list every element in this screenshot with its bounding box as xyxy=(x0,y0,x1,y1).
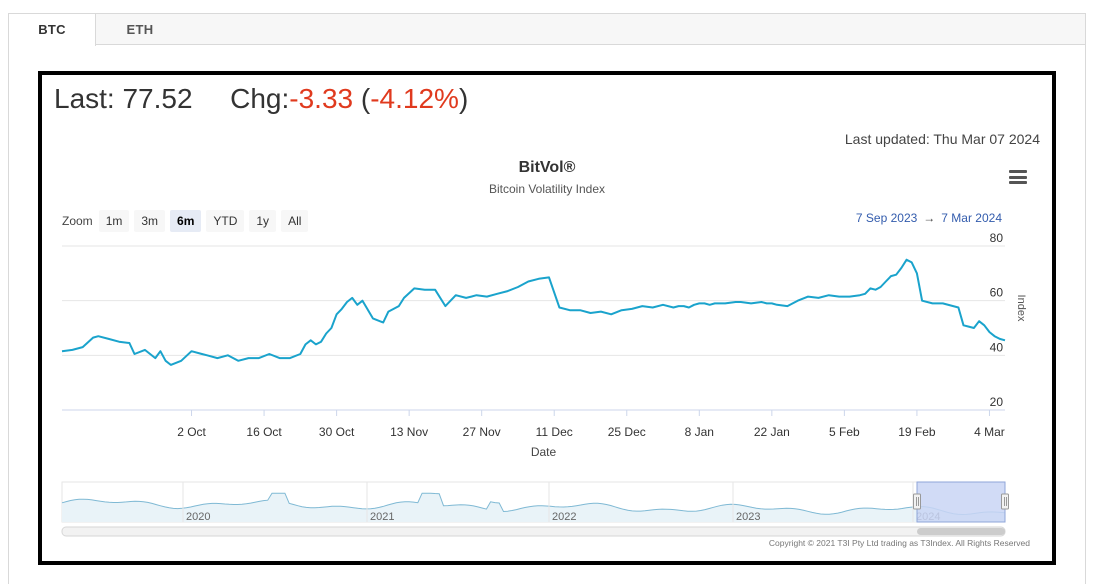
zoom-ytd-button[interactable]: YTD xyxy=(206,210,245,232)
series-line-bitvol xyxy=(61,258,1006,366)
tab-bar: BTC ETH xyxy=(9,14,1085,46)
range-to-input[interactable]: 7 Mar 2024 xyxy=(941,211,1002,225)
range-arrow-icon: → xyxy=(923,211,936,225)
x-tick-label: 30 Oct xyxy=(319,425,355,439)
navigator-year-label: 2021 xyxy=(370,511,394,523)
x-tick-label: 16 Oct xyxy=(246,425,282,439)
chart-panel: Last: 77.52 Chg:-3.33 (-4.12%) Last upda… xyxy=(38,71,1056,565)
last-value: 77.52 xyxy=(122,83,193,114)
x-axis-title: Date xyxy=(531,445,557,459)
chart-subtitle: Bitcoin Volatility Index xyxy=(488,182,606,196)
x-tick-label: 27 Nov xyxy=(463,425,501,439)
hamburger-menu-icon[interactable] xyxy=(1009,170,1027,184)
change-label: Chg: xyxy=(230,83,290,114)
tab-btc[interactable]: BTC xyxy=(9,14,96,46)
y-tick-label: 20 xyxy=(990,395,1004,409)
x-tick-label: 19 Feb xyxy=(898,425,936,439)
chart-title: BitVol® xyxy=(518,159,576,176)
navigator-year-label: 2020 xyxy=(186,511,210,523)
navigator-year-label: 2023 xyxy=(736,511,760,523)
zoom-all-button[interactable]: All xyxy=(281,210,309,232)
zoom-1y-button[interactable]: 1y xyxy=(249,210,277,232)
x-tick-label: 8 Jan xyxy=(685,425,714,439)
navigator-selection[interactable] xyxy=(916,481,1006,523)
x-tick-label: 11 Dec xyxy=(536,425,573,439)
tab-eth[interactable]: ETH xyxy=(126,22,154,37)
zoom-6m-button[interactable]: 6m xyxy=(170,210,202,232)
quote-summary: Last: 77.52 Chg:-3.33 (-4.12%) xyxy=(54,83,469,114)
x-tick-label: 22 Jan xyxy=(754,425,790,439)
x-tick-label: 25 Dec xyxy=(608,425,646,439)
x-tick-label: 4 Mar xyxy=(974,425,1005,439)
y-tick-label: 40 xyxy=(990,340,1004,354)
last-updated: Last updated: Thu Mar 07 2024 xyxy=(844,131,1040,147)
zoom-selector: Zoom 1m 3m 6m YTD 1y All xyxy=(62,210,313,232)
navigator-scrollbar-track xyxy=(61,526,1006,537)
zoom-label: Zoom xyxy=(62,214,93,228)
range-from-input[interactable]: 7 Sep 2023 xyxy=(855,211,918,225)
y-axis-title: Index xyxy=(1015,295,1027,322)
main-chart: 20 40 60 80 Index 2 Oct 16 Oct 30 Oct 13 Nov 27 N… xyxy=(61,231,1027,537)
y-tick-label: 60 xyxy=(990,286,1004,300)
change-value: -3.33 xyxy=(289,83,354,114)
navigator-scrollbar-thumb[interactable] xyxy=(917,528,1005,535)
x-tick-label: 5 Feb xyxy=(829,425,860,439)
x-tick-label: 13 Nov xyxy=(390,425,428,439)
x-tick-label: 2 Oct xyxy=(177,425,206,439)
zoom-3m-button[interactable]: 3m xyxy=(134,210,166,232)
date-range: 7 Sep 2023 → 7 Mar 2024 xyxy=(856,211,1002,225)
copyright-notice: Copyright © 2021 T3I Pty Ltd trading as … xyxy=(768,538,1030,548)
navigator-year-label: 2022 xyxy=(552,511,576,523)
zoom-1m-button[interactable]: 1m xyxy=(98,210,130,232)
navigator-area xyxy=(62,493,1005,522)
change-percent: -4.12% xyxy=(370,83,459,114)
navigator-line xyxy=(61,492,1006,516)
last-label: Last: xyxy=(54,83,115,114)
y-tick-label: 80 xyxy=(990,231,1004,245)
